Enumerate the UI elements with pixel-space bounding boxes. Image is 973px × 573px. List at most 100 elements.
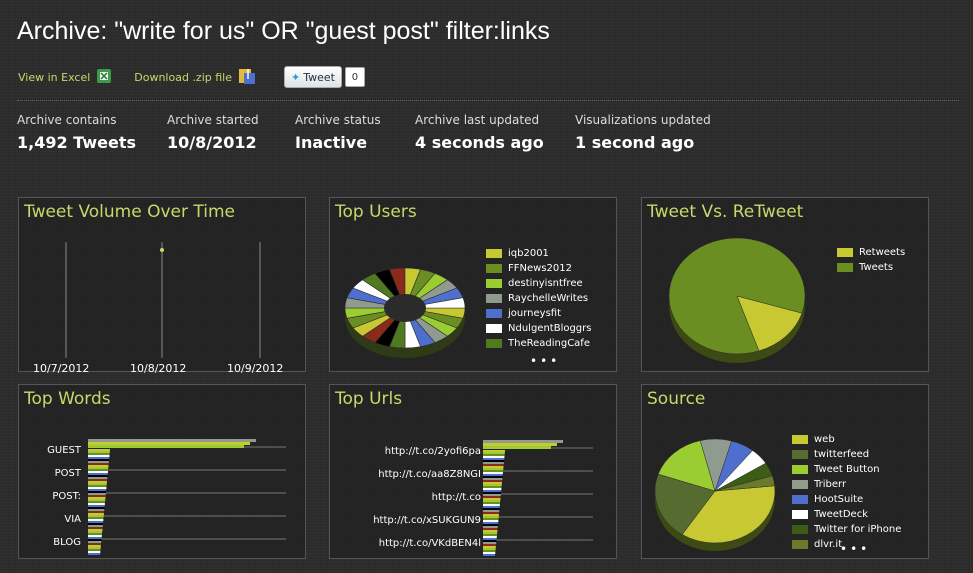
tweet-button-label: Tweet: [303, 70, 335, 84]
bar: [483, 490, 502, 492]
pie-slice: [668, 237, 806, 355]
stat-label: Archive started: [167, 113, 259, 127]
view-in-excel-link[interactable]: View in Excel: [18, 68, 112, 87]
stat-visualizations-updated: Visualizations updated 1 second ago: [575, 113, 711, 152]
panel-top-users[interactable]: Top Users iqb2001 FFNews2012 destinyisnt…: [329, 197, 617, 372]
bar: [483, 518, 499, 520]
bar: [88, 549, 101, 551]
bar: [483, 478, 503, 480]
x-tick-label: 10/9/2012: [227, 362, 284, 375]
tweet-button[interactable]: ✦ Tweet: [284, 66, 342, 88]
bar: [483, 456, 505, 458]
bar: [88, 487, 107, 489]
bar: [483, 476, 503, 478]
bar: [88, 547, 101, 549]
bar: [88, 491, 106, 493]
bar: [483, 536, 497, 538]
bar: [483, 484, 502, 486]
panel-title: Top Users: [335, 202, 417, 222]
view-in-excel-label: View in Excel: [18, 70, 91, 84]
legend-item: FFNews2012: [486, 261, 591, 276]
bar: [483, 496, 501, 498]
bar: [88, 537, 102, 539]
legend-label: iqb2001: [508, 248, 549, 259]
legend-label: Tweets: [859, 262, 894, 273]
excel-icon: [96, 68, 112, 87]
donut-hole: [384, 294, 426, 322]
header-links: View in Excel Download .zip file ✦ Tweet…: [18, 66, 365, 88]
legend-label: dlvr.it: [814, 539, 843, 550]
bar: [88, 485, 107, 487]
panel-source[interactable]: Source web twitterfeed Tweet Button Trib…: [641, 384, 929, 559]
legend-label: HootSuite: [814, 494, 864, 505]
bar: [483, 552, 496, 554]
bar: [88, 501, 106, 503]
volume-chart: [65, 242, 261, 358]
legend-item: RaychelleWrites: [486, 291, 591, 306]
panel-tweet-vs-retweet[interactable]: Tweet Vs. ReTweet Retweets Tweets: [641, 197, 929, 372]
bar: [88, 541, 102, 543]
bar: [483, 450, 505, 452]
bar: [483, 452, 505, 454]
bar: [483, 466, 504, 468]
page-title: Archive: "write for us" OR "guest post" …: [17, 17, 550, 45]
bar: [88, 505, 105, 507]
panel-top-words[interactable]: Top Words GUEST POST POST: VIA BLOG: [18, 384, 306, 559]
bar: [88, 481, 107, 483]
bar: [483, 550, 496, 552]
bar: [88, 479, 108, 481]
bar: [88, 471, 108, 473]
pie-slice: [681, 485, 776, 544]
stat-label: Archive last updated: [415, 113, 540, 127]
legend-item: HootSuite: [792, 492, 901, 507]
retweet-pie-chart: [668, 237, 806, 363]
bar: [483, 526, 498, 528]
bar: [88, 497, 106, 499]
legend-label: Tweet Button: [814, 464, 880, 475]
bar: [88, 533, 102, 535]
y-tick-label: BLOG: [53, 537, 81, 548]
panel-top-urls[interactable]: Top Urls http://t.co/2yofi6pa http://t.c…: [329, 384, 617, 559]
bar: [483, 502, 501, 504]
pie-slice: [657, 440, 716, 492]
legend-item: dlvr.it: [792, 537, 901, 552]
legend-label: twitterfeed: [814, 449, 870, 460]
bar: [483, 514, 499, 516]
bar: [483, 542, 497, 544]
bar: [88, 517, 104, 519]
legend-label: Retweets: [859, 247, 906, 258]
y-tick-label: VIA: [64, 514, 81, 525]
legend-item: web: [792, 432, 901, 447]
bar: [88, 483, 107, 485]
y-tick-label: http://t.co/VKdBEN4l: [378, 538, 481, 549]
pie-slice: [714, 475, 775, 492]
bar: [88, 489, 107, 491]
bar: [88, 442, 250, 445]
legend-more-dots[interactable]: •••: [530, 354, 561, 368]
urls-bar-chart: [483, 440, 593, 556]
bar: [483, 524, 498, 526]
volume-point: [160, 248, 164, 252]
bar: [88, 473, 108, 475]
panel-tweet-volume[interactable]: Tweet Volume Over Time 10/7/2012 10/8/20…: [18, 197, 306, 375]
bar: [88, 553, 101, 555]
legend-label: web: [814, 434, 835, 445]
bar: [483, 443, 557, 446]
legend-more-dots[interactable]: •••: [840, 542, 871, 556]
bar: [88, 511, 105, 513]
legend-item: destinyisntfree: [486, 276, 591, 291]
bar: [483, 480, 503, 482]
bar: [88, 493, 106, 495]
users-legend: iqb2001 FFNews2012 destinyisntfree Raych…: [486, 246, 591, 351]
stat-archive-started: Archive started 10/8/2012: [167, 113, 259, 152]
bar: [88, 515, 104, 517]
bar: [88, 543, 102, 545]
bar: [483, 464, 504, 466]
y-tick-label: http://t.co/2yofi6pa: [384, 446, 481, 457]
legend-item: iqb2001: [486, 246, 591, 261]
download-zip-link[interactable]: Download .zip file: [134, 67, 256, 88]
panel-title: Top Urls: [335, 389, 403, 409]
bar: [483, 538, 497, 540]
bar: [483, 468, 504, 470]
bar: [88, 513, 104, 515]
